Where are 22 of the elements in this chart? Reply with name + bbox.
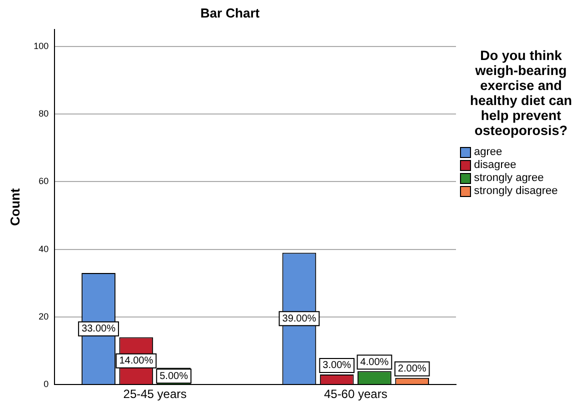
data-label: 39.00% [282, 313, 316, 324]
y-tick-label: 20 [38, 311, 49, 322]
legend-label: agree [474, 146, 502, 158]
y-tick-label: 40 [38, 244, 49, 254]
legend-label: strongly agree [474, 172, 544, 184]
data-label: 2.00% [398, 364, 426, 375]
y-tick-label: 100 [34, 40, 49, 51]
legend-label: disagree [474, 159, 516, 171]
data-label: 33.00% [82, 324, 116, 335]
x-tick-label: 45-60 years [324, 387, 388, 402]
x-tick-label: 25-45 years [123, 387, 187, 402]
data-label: 4.00% [360, 356, 389, 368]
data-label: 5.00% [160, 370, 188, 382]
y-tick-label: 80 [38, 108, 49, 119]
y-tick-label: 60 [38, 176, 49, 186]
legend-title: Do you think weigh-bearing exercise and healthy diet can help prevent osteoporosis? [468, 48, 574, 138]
y-axis-title: Count [7, 188, 22, 226]
data-label: 3.00% [322, 360, 352, 372]
legend-label: strongly disagree [474, 185, 558, 197]
chart-title: Bar Chart [200, 5, 260, 20]
data-label: 14.00% [119, 356, 154, 367]
y-tick-label: 0 [44, 379, 49, 390]
